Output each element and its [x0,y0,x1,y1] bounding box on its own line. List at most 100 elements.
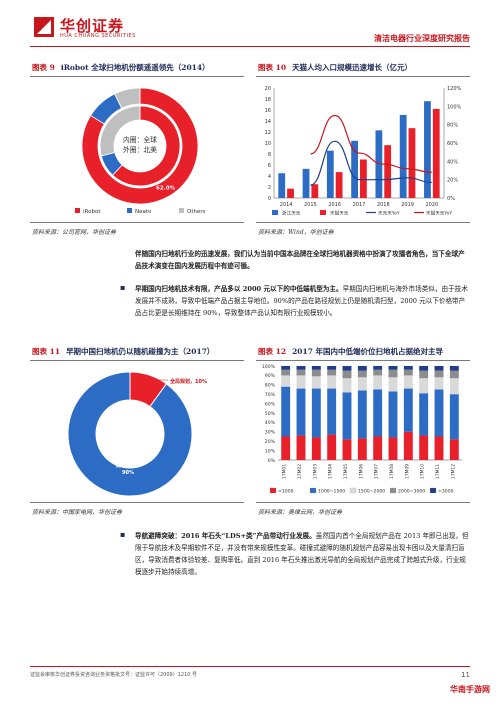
bullet2-bold: 导航避障突破：2016 年石头“LDS+类”产品带动行业发展。 [135,532,316,540]
fig9-title-text: iRobot 全球扫地机份额遥遥领先（2014） [60,63,210,72]
fig10-line-b [310,114,432,173]
fig10-title: 图表 10 天猫人均入口规模迅速增长（亿元） [258,62,412,73]
bullet1-text: 早期国内扫地机与海外市场类似，由于技术发展并不成熟，导致中低端产品占据主导地位。… [135,285,468,317]
fig12-ytick-label: 70% [265,392,276,398]
fig9-title: 图表 9 iRobot 全球扫地机份额遥遥领先（2014） [32,62,210,73]
fig10-ytick-label: 16 [265,108,271,114]
fig12-rule [256,360,470,361]
fig12-bar-segment-2 [434,377,444,390]
fig12-bar-segment-3 [388,369,398,378]
fig12-bar-segment-3 [296,369,306,376]
fig12-legend-label-4: >3000 [438,489,454,495]
fig10-legend-label-2: 天元天YoY [378,211,400,217]
fig11-rule [30,360,244,361]
fig12-legend-label-2: 1500~2000 [358,489,385,495]
fig12-bar-segment-3 [357,370,367,378]
fig12-ytick-label: 40% [265,420,276,426]
fig10-bar-a [302,168,310,198]
fig12-bar-segment-4 [311,366,321,370]
fig12-bar-segment-0 [388,437,398,460]
fig10-line-a [310,140,432,186]
footer-text: 证监会审核华创证券投资咨询业务资格批文号：证监许可（2009）1210 号 [30,672,198,678]
fig12-bar-segment-1 [296,388,306,436]
fig9-legend-swatch-2 [179,208,184,213]
fig12-bar-segment-3 [403,369,413,376]
fig12-bar-segment-4 [342,366,352,371]
fig10-bar-b [408,128,416,198]
brand-subtitle: HUA CHUANG SECURITIES [60,33,136,39]
fig12-bar-segment-1 [403,388,413,432]
fig9-chart: 83.8% 62.0% 内圈：全球 外圈：北美 iRobot Neato Others [75,87,206,215]
fig12-source: 资料来源：奥维云网，华创证券 [258,509,343,516]
fig9-ring0-slice-irobot [81,87,199,205]
fig10-xtick-label: 2016 [328,202,341,208]
fig10-ytick-label: 4 [268,174,271,180]
fig12-xtick-label: 17M04 [328,464,334,479]
fig10-source: 资料来源：Wind，华创证券 [258,229,334,236]
fig12-xtick-label: 17M01 [282,464,288,479]
bullet1-paragraph: 早期国内扫地机技术有限，产品多以 2000 元以下的中低端机型为主。早期国内扫地… [135,283,470,319]
fig12-xtick-label: 17M11 [435,464,441,479]
fig10-ytick-label: 2 [268,185,271,191]
fig10-bar-b [384,145,392,198]
fig10-bar-a [278,173,286,198]
fig11-label-blue-2: 90% [122,470,134,476]
fig12-xtick-label: 17M12 [450,464,456,479]
fig9-rule [30,76,244,77]
fig10-ytick-label: 14 [265,119,271,125]
fig10-xtick-label: 2019 [401,202,414,208]
fig10-y2tick-label: 80% [447,123,458,129]
fig10-legend-swatch-0 [272,210,278,215]
fig12-bar-segment-0 [434,436,444,460]
fig9-ring0-value-label: 83.8% [127,206,147,212]
fig10-y2tick-label: 20% [447,178,458,184]
fig11-number: 图表 11 [32,347,61,356]
fig9-ring0-slice-others [114,87,141,109]
fig12-legend-swatch-1 [309,487,317,494]
fig12-bar-segment-0 [281,436,291,460]
fig9-legend: iRobot Neato Others [75,208,206,215]
fig12-bar-segment-2 [373,375,383,390]
fig10-bar-b [360,159,367,198]
fig9-ring1-slice-others [99,105,141,157]
fig12-xtick-label: 17M06 [358,464,364,479]
fig12-bar-segment-2 [296,375,306,389]
fig12-bar-segment-1 [449,394,459,440]
fig11-source: 资料来源：中国家电网，华创证券 [32,509,123,516]
fig12-plot: 0% 10% 20% 30% 40% 50% 60% 70% 80% 90% 100% 17M01 17… [262,364,462,495]
fig12-legend-swatch-0 [269,487,277,494]
fig12-bar-segment-1 [357,390,367,439]
fig12-bar-segment-0 [357,438,367,460]
fig11-label-blue-1: 随机清扫， [116,462,141,469]
fig10-bottom-rule [256,222,470,223]
fig12-bar-segment-0 [342,439,352,460]
fig12-legend-label-0: <1000 [278,489,294,495]
fig9-legend-swatch-0 [75,208,80,213]
fig12-bar-segment-1 [327,388,337,435]
fig10-legend-label-3: 天猫天元YoY [426,210,452,217]
fig10-plot: 0 2 4 6 8 10 12 14 16 18 20 0% 20% 40% 60% 80% 100% 120% 2… [265,86,462,217]
fig12-bar-segment-2 [449,378,459,395]
fig12-bar-segment-0 [419,435,429,460]
fig12-legend-swatch-4 [429,487,437,494]
fig10-bar-b [311,184,319,198]
fig10-bar-a [424,101,431,198]
fig12-ytick-label: 20% [265,439,276,445]
fig12-bar-segment-4 [388,366,398,370]
fig12-bar-segment-2 [281,375,291,387]
fig9-ring1-value-label: 62.0% [156,186,176,192]
fig12-ytick-label: 60% [265,401,276,407]
fig12-bar-segment-4 [296,366,306,370]
fig12-bar-segment-4 [434,366,444,371]
report-title: 清洁电器行业深度研究报告 [374,33,470,43]
header-rule [30,46,470,47]
fig12-title: 图表 12 2017 年国内中低端价位扫地机占据绝对主导 [258,346,443,357]
fig10-number: 图表 10 [258,63,287,72]
fig9-bottom-rule [30,222,244,223]
fig12-bar-segment-0 [327,434,337,460]
fig12-bar-segment-4 [403,366,413,370]
fig9-source: 资料来源：公司官网，华创证券 [32,229,117,236]
fig10-bar-a [326,150,334,198]
fig12-bar-segment-0 [296,435,306,460]
fig10-y2tick-label: 40% [447,159,458,165]
